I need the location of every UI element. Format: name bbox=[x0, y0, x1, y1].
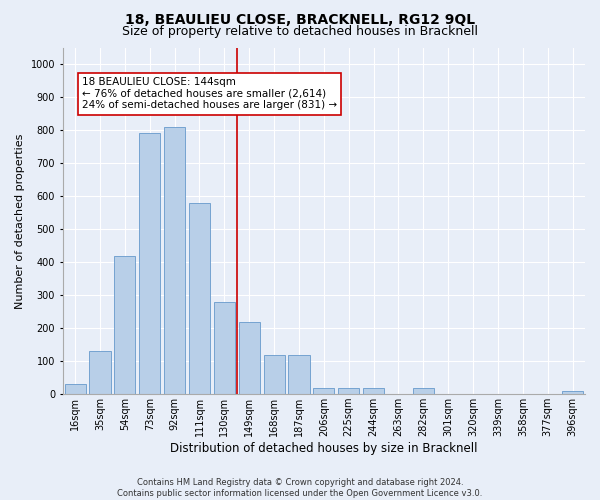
Bar bbox=[164, 126, 185, 394]
Bar bbox=[263, 354, 284, 394]
Bar bbox=[313, 388, 334, 394]
Text: 18, BEAULIEU CLOSE, BRACKNELL, RG12 9QL: 18, BEAULIEU CLOSE, BRACKNELL, RG12 9QL bbox=[125, 12, 475, 26]
Text: 18 BEAULIEU CLOSE: 144sqm
← 76% of detached houses are smaller (2,614)
24% of se: 18 BEAULIEU CLOSE: 144sqm ← 76% of detac… bbox=[82, 77, 337, 110]
Bar bbox=[89, 351, 110, 394]
Bar bbox=[214, 302, 235, 394]
Bar bbox=[189, 202, 210, 394]
Text: Size of property relative to detached houses in Bracknell: Size of property relative to detached ho… bbox=[122, 25, 478, 38]
Bar bbox=[413, 388, 434, 394]
Bar bbox=[139, 134, 160, 394]
Y-axis label: Number of detached properties: Number of detached properties bbox=[15, 133, 25, 308]
Bar bbox=[289, 354, 310, 394]
Bar bbox=[562, 391, 583, 394]
Bar bbox=[65, 384, 86, 394]
Text: Contains HM Land Registry data © Crown copyright and database right 2024.
Contai: Contains HM Land Registry data © Crown c… bbox=[118, 478, 482, 498]
Bar bbox=[115, 256, 136, 394]
Bar bbox=[239, 322, 260, 394]
Bar bbox=[363, 388, 384, 394]
X-axis label: Distribution of detached houses by size in Bracknell: Distribution of detached houses by size … bbox=[170, 442, 478, 455]
Bar bbox=[338, 388, 359, 394]
